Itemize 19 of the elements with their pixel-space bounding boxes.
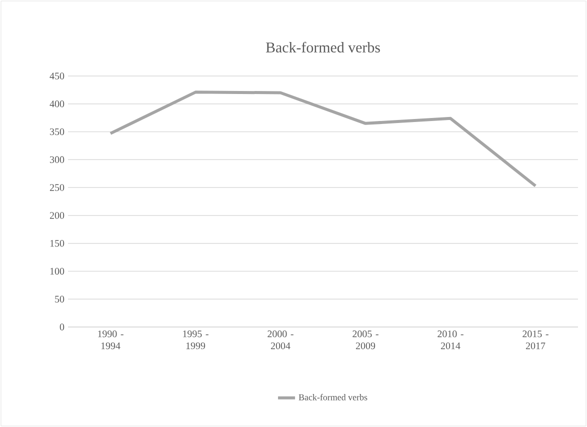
x-tick-label: 2000 - 2004 [268,330,294,350]
line-series [109,90,537,188]
y-tick-label: 450 [50,72,64,80]
x-tick-label: 2015 - 2017 [522,330,548,350]
y-tick-label: 250 [50,184,64,191]
x-tick-label: 2010 - 2014 [438,330,464,350]
legend-label: Back-formed verbs [298,394,368,400]
chart-title: Back-formed verbs [266,42,380,52]
y-tick-label: 200 [50,212,64,219]
x-tick-label: 1995 - 1999 [183,330,208,350]
y-tick-label: 0 [60,324,64,330]
y-tick-label: 350 [50,128,64,136]
y-tick-label: 150 [50,240,64,247]
x-tick-label: 1990 - 1994 [98,330,124,350]
y-tick-label: 300 [50,156,64,164]
y-tick-label: 100 [50,268,64,275]
y-tick-label: 50 [55,296,64,302]
x-tick-label: 2005 - 2009 [352,330,378,350]
y-tick-label: 400 [50,100,64,108]
